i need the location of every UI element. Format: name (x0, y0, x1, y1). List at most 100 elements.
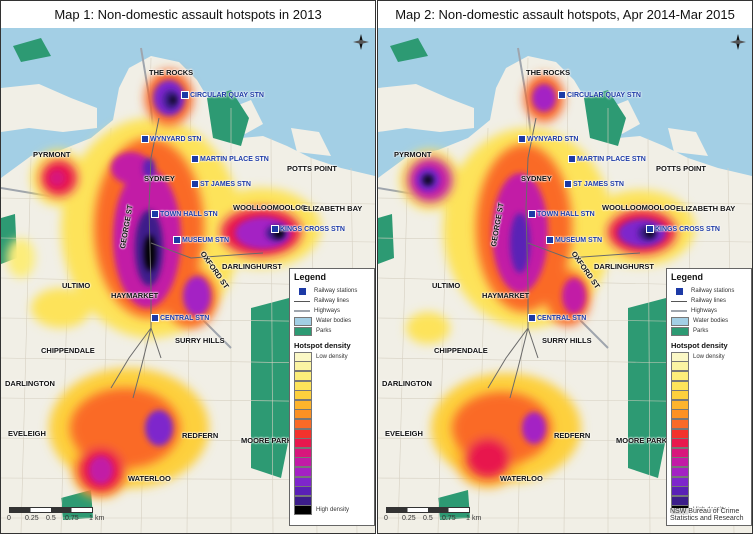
hotspot-layer (400, 74, 695, 488)
station-circular-quay[interactable]: CIRCULAR QUAY STN (558, 91, 641, 99)
place-label-elizabeth-bay: ELIZABETH BAY (303, 204, 363, 213)
station-town-hall[interactable]: TOWN HALL STN (528, 210, 595, 218)
density-step (671, 476, 747, 487)
park (628, 298, 676, 478)
station-museum[interactable]: MUSEUM STN (173, 236, 229, 244)
station-st-james[interactable]: ST JAMES STN (191, 180, 251, 188)
density-swatch (294, 351, 312, 362)
density-step (294, 466, 370, 477)
place-label-potts-point: POTTS POINT (287, 164, 338, 173)
park-swatch (294, 326, 312, 336)
scale-bar: 0 0.25 0.5 0.75 1 km (384, 507, 481, 527)
place-label-redfern: REDFERN (554, 431, 591, 440)
legend-title: Legend (294, 272, 327, 282)
place-label-potts-point: POTTS POINT (656, 164, 707, 173)
station-circular-quay[interactable]: CIRCULAR QUAY STN (181, 91, 264, 99)
legend-row-highways: Highways (671, 306, 747, 316)
density-title: Hotspot density (671, 341, 728, 350)
legend-row-stations: Railway stations (294, 286, 370, 296)
train-station-icon (528, 210, 536, 218)
scale-tick: 0 (384, 515, 388, 522)
place-label-ultimo: ULTIMO (62, 281, 91, 290)
station-kings-cross[interactable]: KINGS CROSS STN (646, 225, 720, 233)
map-frame[interactable]: THE ROCKS PYRMONT SYDNEY POTTS POINT WOO… (1, 28, 375, 533)
train-station-icon (181, 91, 189, 99)
railway-lines (110, 117, 264, 399)
scale-bar: 0 0.25 0.5 0.75 1 km (7, 507, 104, 527)
place-label-sydney: SYDNEY (144, 174, 175, 183)
scale-tick: 0.5 (46, 515, 56, 522)
legend-row-water: Water bodies (671, 316, 747, 326)
place-label-darlinghurst: DARLINGHURST (594, 262, 654, 271)
place-label-the-rocks: THE ROCKS (149, 68, 194, 77)
legend-row-water: Water bodies (294, 316, 370, 326)
legend-row-highways: Highways (294, 306, 370, 316)
legend-row-railway: Railway lines (294, 296, 370, 306)
place-label-surry-hills: SURRY HILLS (175, 336, 225, 345)
map-frame[interactable]: THE ROCKS PYRMONT SYDNEY POTTS POINT WOO… (378, 28, 752, 533)
train-station-icon (528, 314, 536, 322)
station-wynyard[interactable]: WYNYARD STN (518, 135, 578, 143)
density-step (671, 399, 747, 410)
scale-tick: 0.25 (402, 515, 416, 522)
density-swatch (294, 486, 312, 497)
train-station-icon (191, 155, 199, 163)
source-credit: NSW Bureau of Crime Statistics and Resea… (670, 507, 744, 523)
station-martin-place[interactable]: MARTIN PLACE STN (191, 155, 269, 163)
density-swatch (671, 361, 689, 372)
place-label-eveleigh: EVELEIGH (8, 429, 46, 438)
density-swatch (294, 399, 312, 410)
place-label-elizabeth-bay: ELIZABETH BAY (676, 204, 736, 213)
density-step (671, 457, 747, 468)
place-label-sydney: SYDNEY (521, 174, 552, 183)
place-label-moore-park: MOORE PARK (616, 436, 668, 445)
density-step (671, 486, 747, 497)
railway-line-icon (671, 298, 687, 305)
place-label-woolloomooloo: WOOLLOOMOOLOO (602, 203, 676, 212)
station-town-hall[interactable]: TOWN HALL STN (151, 210, 218, 218)
scale-tick: 0 (7, 515, 11, 522)
scale-tick: 1 (466, 515, 470, 522)
station-st-james[interactable]: ST JAMES STN (564, 180, 624, 188)
density-swatch (294, 428, 312, 439)
map-title: Map 2: Non-domestic assault hotspots, Ap… (378, 1, 752, 29)
map-legend: Legend Railway stations Railway lines Hi… (666, 268, 752, 526)
park (390, 38, 428, 62)
legend-row-parks: Parks (294, 326, 370, 336)
density-step (671, 370, 747, 381)
density-step (294, 418, 370, 429)
density-step (294, 370, 370, 381)
density-step (294, 438, 370, 449)
scale-tick: 0.75 (65, 515, 79, 522)
density-swatch (671, 380, 689, 391)
density-swatch (294, 390, 312, 401)
highway-icon (294, 308, 310, 315)
density-swatch (294, 409, 312, 420)
density-swatch (671, 399, 689, 410)
train-station-icon (546, 236, 554, 244)
land (291, 128, 331, 156)
place-label-chippendale: CHIPPENDALE (434, 346, 488, 355)
assault-hotspot-map (1, 28, 375, 533)
station-central[interactable]: CENTRAL STN (151, 314, 209, 322)
train-station-icon (568, 155, 576, 163)
place-label-pyrmont: PYRMONT (33, 150, 71, 159)
place-label-haymarket: HAYMARKET (482, 291, 530, 300)
density-step (294, 380, 370, 391)
density-step (671, 361, 747, 372)
station-kings-cross[interactable]: KINGS CROSS STN (271, 225, 345, 233)
credit-line: Statistics and Research (670, 515, 744, 523)
density-step (671, 418, 747, 429)
density-step: Low density (671, 351, 747, 362)
density-swatch (294, 380, 312, 391)
density-step (671, 447, 747, 458)
station-martin-place[interactable]: MARTIN PLACE STN (568, 155, 646, 163)
density-swatch (294, 438, 312, 449)
legend-title: Legend (671, 272, 704, 282)
density-step: Low density (294, 351, 370, 362)
station-museum[interactable]: MUSEUM STN (546, 236, 602, 244)
train-station-icon (294, 287, 310, 295)
density-swatch (671, 476, 689, 487)
station-central[interactable]: CENTRAL STN (528, 314, 586, 322)
station-wynyard[interactable]: WYNYARD STN (141, 135, 201, 143)
